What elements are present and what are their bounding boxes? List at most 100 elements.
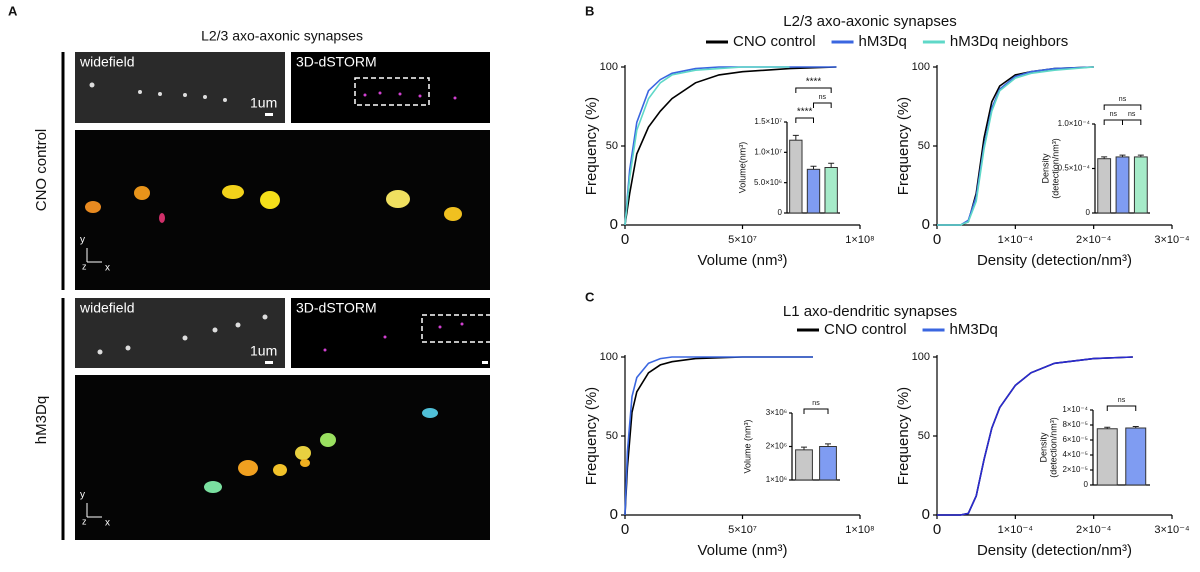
x-axis-label: Volume (nm³)	[697, 252, 787, 269]
sig-bracket	[803, 408, 829, 414]
widefield-image	[75, 298, 285, 368]
y-tick-label: 50	[606, 430, 618, 442]
sig-label: ns	[812, 400, 820, 407]
axis-arrows	[86, 503, 102, 518]
x-tick-label: 1×10⁸	[845, 234, 874, 246]
scale-bar	[482, 361, 488, 364]
sig-bracket	[1106, 405, 1137, 411]
axis-letter: y	[80, 490, 85, 501]
legend-label: hM3Dq	[950, 321, 998, 338]
widefield-spots	[97, 314, 268, 355]
y-tick-label: 1×10⁶	[766, 475, 787, 484]
y-axis-label: (detection/nm³)	[1048, 417, 1058, 478]
error-bar	[810, 165, 817, 170]
y-tick-label: 5.0×10⁶	[754, 178, 782, 187]
y-tick-label: 6×10⁻⁵	[1062, 435, 1088, 444]
sig-label: ****	[797, 107, 813, 118]
x-tick-label: 1×10⁻⁴	[998, 234, 1034, 246]
x-tick-label: 2×10⁻⁴	[1076, 234, 1112, 246]
error-bar	[1104, 426, 1111, 429]
y-tick-label: 1×10⁻⁴	[1062, 405, 1088, 414]
y-tick-label: 1.0×10⁻⁴	[1058, 119, 1091, 128]
scale-label: 1um	[250, 343, 277, 359]
zoom-image	[75, 375, 490, 540]
panel-label: B	[585, 3, 594, 18]
y-tick-label: 8×10⁻⁵	[1062, 420, 1088, 429]
y-tick-label: 0	[922, 216, 930, 233]
x-tick-label: 5×10⁷	[728, 234, 757, 246]
chart-title: L1 axo-dendritic synapses	[783, 303, 957, 320]
synapse-blobs	[85, 185, 462, 223]
bar	[1097, 158, 1112, 214]
error-bar	[828, 162, 835, 168]
bar	[806, 168, 821, 214]
y-tick-label: 50	[918, 140, 930, 152]
sig-bracket	[813, 102, 832, 108]
widefield-spots	[89, 82, 227, 102]
error-bar	[1119, 154, 1126, 157]
scale-bar	[265, 361, 273, 364]
bar	[1096, 428, 1118, 486]
panel-a-title: L2/3 axo-axonic synapses	[201, 28, 363, 44]
chart-title: L2/3 axo-axonic synapses	[783, 13, 956, 30]
x-tick-label: 2×10⁻⁴	[1076, 524, 1112, 536]
axis-letter: x	[105, 263, 110, 274]
sig-label: ****	[806, 77, 822, 88]
y-tick-label: 100	[912, 351, 930, 363]
x-tick-label: 3×10⁻⁴	[1154, 234, 1190, 246]
scale-label: 1um	[250, 95, 277, 111]
sig-label: ns	[1110, 111, 1118, 118]
y-axis-label: Volume (nm³)	[742, 419, 752, 473]
y-axis-label: Density	[1040, 153, 1050, 184]
dstorm-spots	[363, 91, 457, 100]
scale-bar	[265, 113, 273, 116]
legend-label: hM3Dq neighbors	[950, 33, 1068, 50]
x-axis-label: Density (detection/nm³)	[977, 252, 1132, 269]
axis-letter: x	[105, 518, 110, 529]
axis-arrows	[86, 248, 102, 263]
cdf-line	[624, 66, 790, 226]
x-tick-label: 0	[933, 231, 941, 248]
axis-letter: y	[80, 235, 85, 246]
sig-bracket	[1103, 119, 1123, 125]
image-label: widefield	[79, 300, 134, 316]
x-tick-label: 1×10⁸	[845, 524, 874, 536]
y-tick-label: 3×10⁶	[766, 408, 787, 417]
sig-bracket	[1122, 119, 1142, 125]
sig-label: ns	[1128, 111, 1136, 118]
error-bar	[792, 134, 799, 141]
y-axis-label: Frequency (%)	[895, 387, 912, 485]
error-bar	[801, 446, 807, 450]
sig-label: ns	[819, 94, 827, 101]
cdf-line	[624, 356, 813, 516]
y-tick-label: 2×10⁶	[766, 442, 787, 451]
y-axis-label: (detection/nm³)	[1050, 138, 1060, 199]
cdf-line	[937, 66, 1094, 226]
error-bar	[1101, 156, 1108, 159]
x-tick-label: 5×10⁷	[728, 524, 757, 536]
y-axis-label: Frequency (%)	[583, 97, 600, 195]
y-tick-label: 0	[1086, 208, 1091, 217]
axis-letter: z	[82, 516, 87, 526]
zoom-box	[354, 77, 430, 106]
cdf-line	[624, 66, 837, 226]
bar	[824, 167, 838, 214]
y-tick-label: 0	[1084, 480, 1089, 489]
x-tick-label: 0	[933, 521, 941, 538]
dstorm-image	[291, 52, 490, 123]
cdf-line	[624, 356, 813, 516]
zoom-box	[421, 314, 496, 343]
y-axis-label: Frequency (%)	[895, 97, 912, 195]
image-label: widefield	[79, 54, 134, 70]
sig-label: ns	[1119, 96, 1127, 103]
y-tick-label: 4×10⁻⁵	[1062, 450, 1088, 459]
error-bar	[1137, 154, 1144, 157]
y-tick-label: 0	[922, 506, 930, 523]
image-label: 3D-dSTORM	[296, 54, 377, 70]
x-tick-label: 1×10⁻⁴	[998, 524, 1034, 536]
bar	[1133, 156, 1148, 214]
image-label: 3D-dSTORM	[296, 300, 377, 316]
legend-label: CNO control	[733, 33, 816, 50]
row-label: hM3Dq	[33, 396, 50, 444]
sig-bracket	[1103, 104, 1142, 110]
